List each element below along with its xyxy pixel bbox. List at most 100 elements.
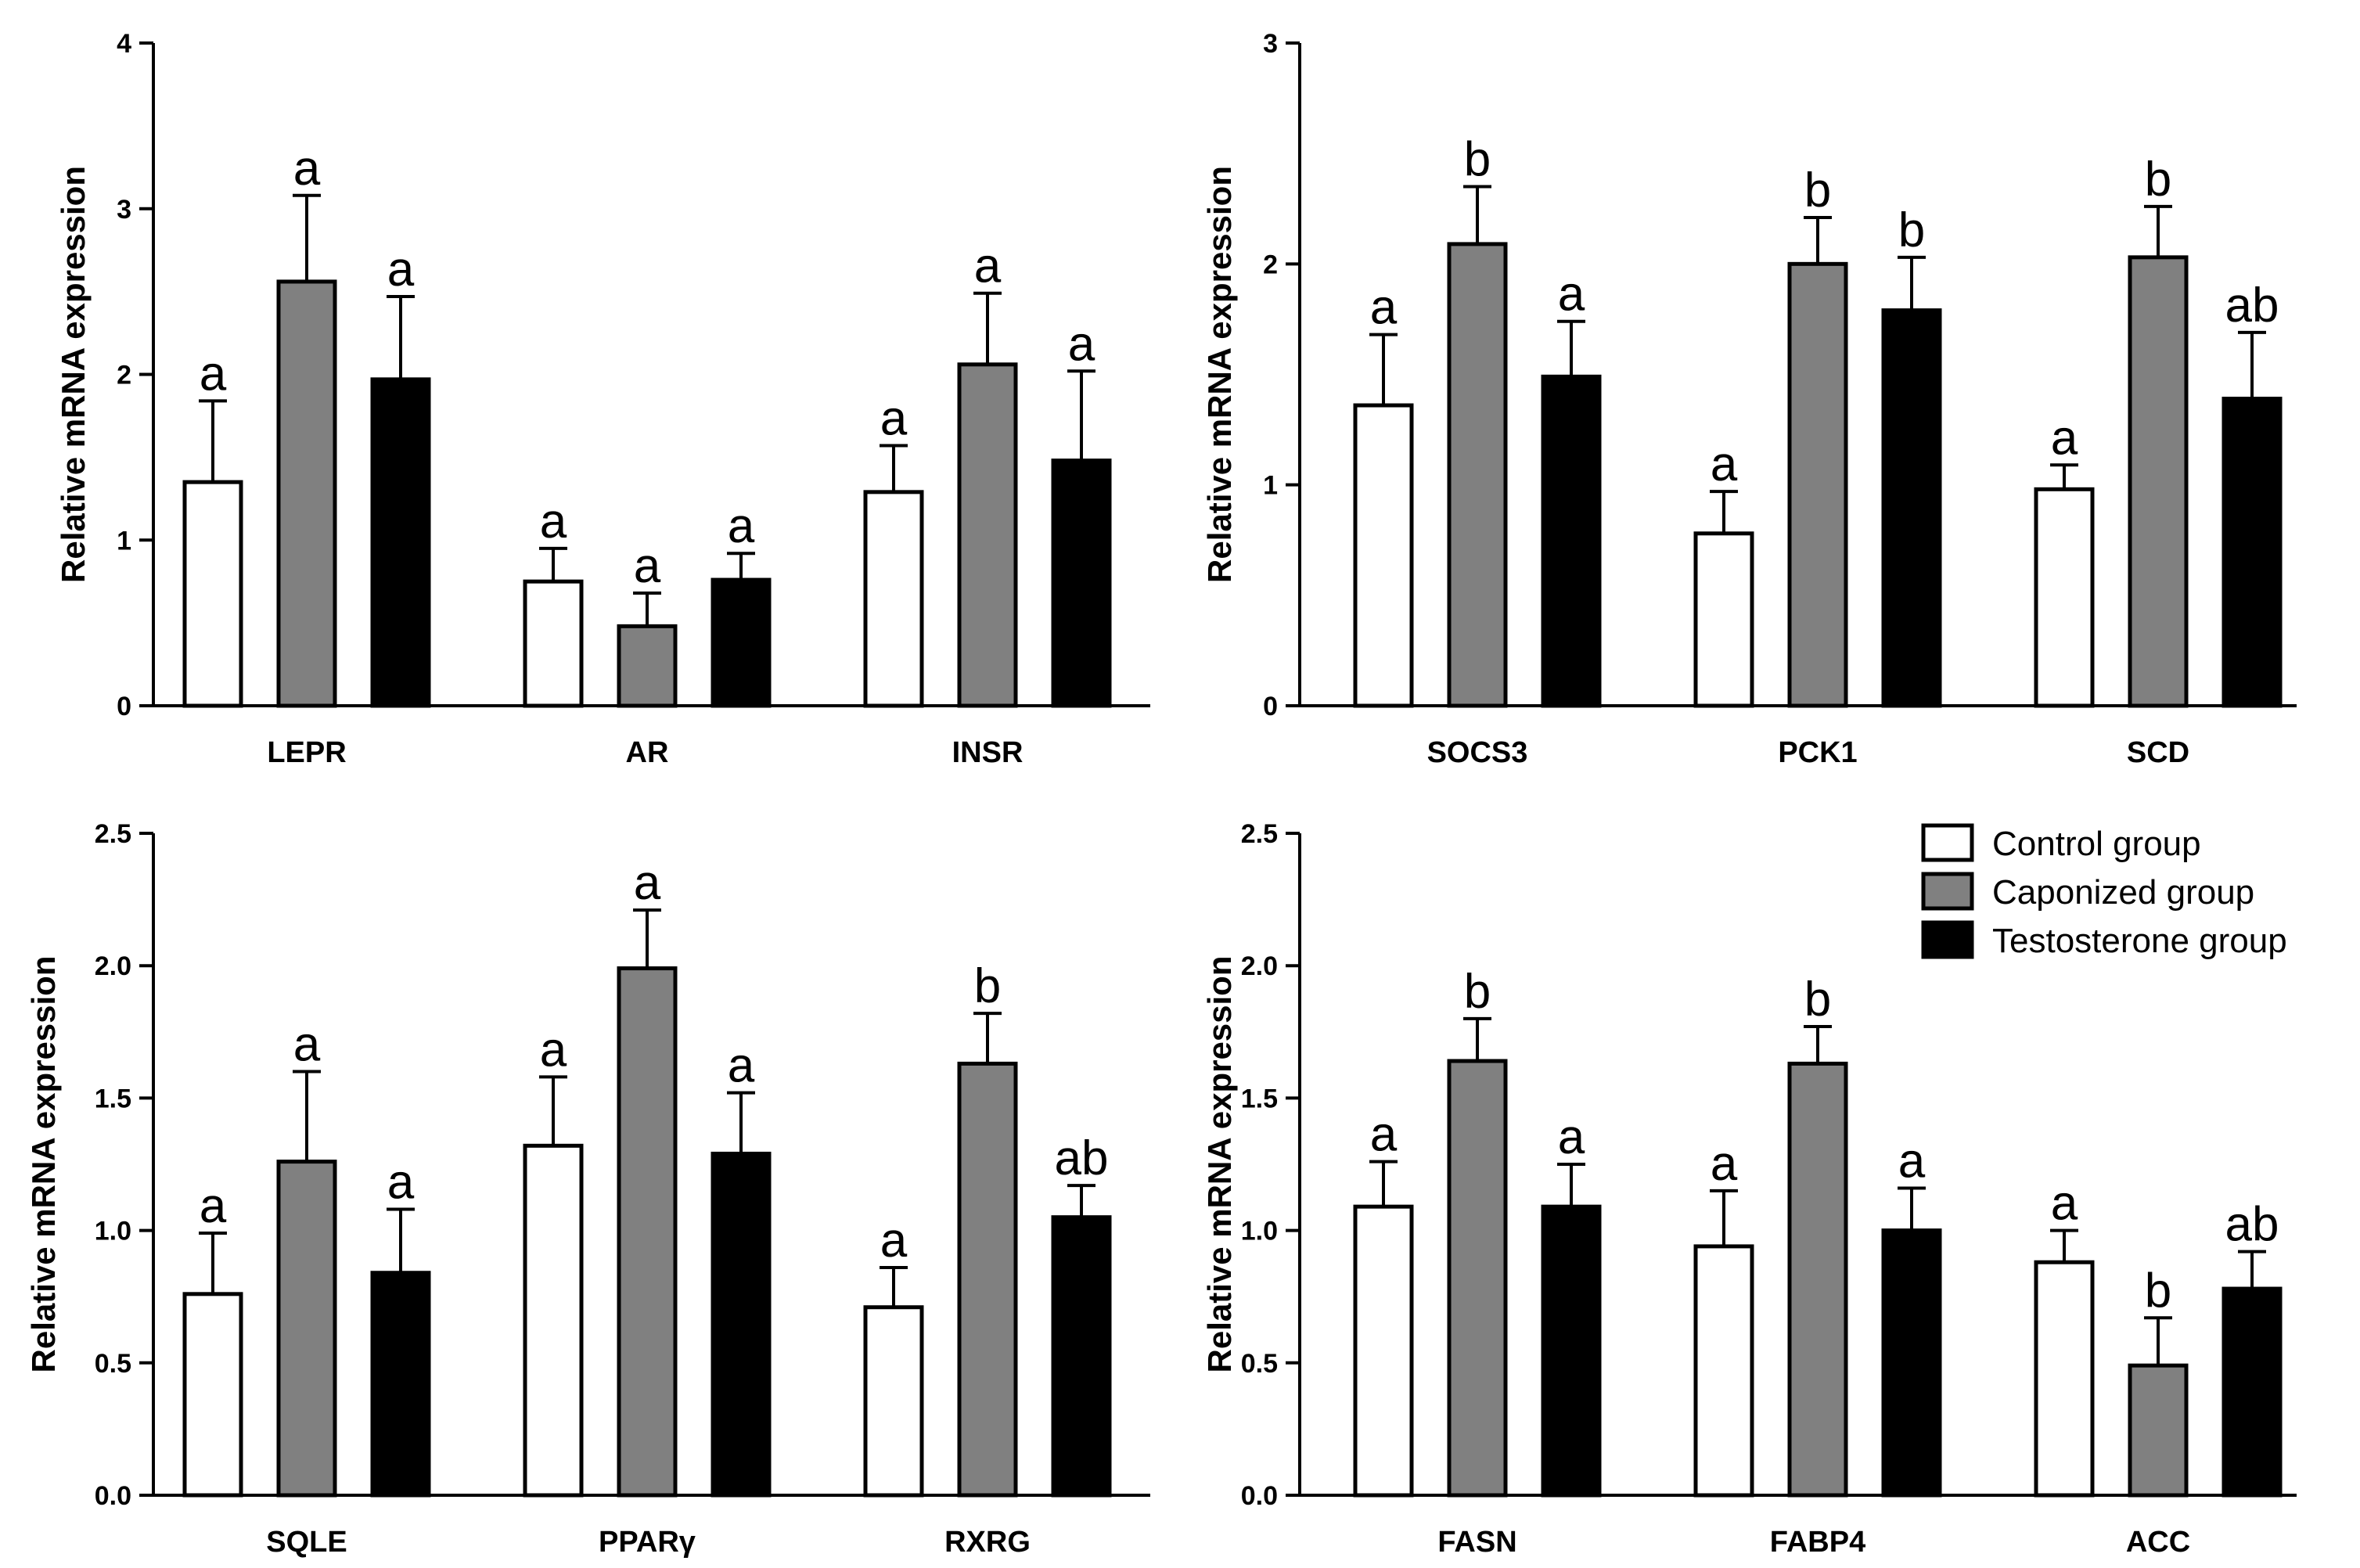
x-category-label: ACC: [2126, 1526, 2190, 1559]
x-category-label: FABP4: [1770, 1526, 1865, 1559]
y-tick-label: 0.0: [95, 1481, 131, 1511]
bar-control-scd: [2034, 487, 2095, 708]
bar-control-fasn: [1353, 1204, 1414, 1498]
x-category-label: PPARγ: [599, 1526, 696, 1559]
significance-letter: a: [634, 539, 661, 593]
bar-caponized-fasn: [1447, 1059, 1508, 1498]
bar-control-pparγ: [523, 1143, 584, 1498]
significance-letter: a: [1370, 1108, 1398, 1162]
significance-letter: a: [293, 142, 321, 196]
x-category-label: AR: [626, 736, 669, 769]
y-tick-label: 0.5: [95, 1349, 131, 1379]
y-tick-label: 3: [1263, 29, 1278, 59]
chart-panel-4: 0.0 0.5 1.0 1.5 2.0 2.5 Relative mRNA expressi…: [1201, 819, 2297, 1559]
y-tick-label: 1: [117, 526, 131, 556]
bar-control-lepr: [182, 480, 243, 708]
significance-letter: a: [200, 347, 227, 401]
y-tick-label: 4: [117, 29, 131, 59]
bar-testosterone-rxrg: [1051, 1215, 1112, 1498]
bar-testosterone-ar: [711, 577, 772, 708]
x-category-label: SCD: [2127, 736, 2189, 769]
significance-letter: a: [387, 243, 415, 297]
legend-label-caponized: Caponized group: [1992, 873, 2254, 912]
significance-letter: a: [1898, 1134, 1926, 1188]
bar-caponized-acc: [2128, 1363, 2189, 1498]
significance-letter: a: [2051, 411, 2078, 465]
significance-letter: a: [974, 239, 1002, 293]
bar-caponized-ar: [617, 624, 678, 708]
significance-letter: a: [200, 1179, 227, 1233]
significance-letter: b: [1464, 965, 1491, 1019]
significance-letter: b: [2145, 1264, 2171, 1318]
y-tick-label: 0: [117, 692, 131, 721]
bar-testosterone-lepr: [370, 377, 431, 708]
bar-caponized-scd: [2128, 255, 2189, 708]
significance-letter: a: [880, 1214, 908, 1268]
significance-letter: b: [1464, 133, 1491, 187]
bar-testosterone-pparγ: [711, 1151, 772, 1498]
y-tick-label: 2.5: [95, 819, 131, 849]
significance-letter: a: [540, 1023, 567, 1077]
significance-letter: b: [1804, 973, 1831, 1027]
y-tick-label: 1.5: [95, 1084, 131, 1113]
y-axis-label: Relative mRNA expression: [55, 166, 92, 583]
bar-control-pck1: [1693, 531, 1754, 708]
y-tick-label: 3: [117, 195, 131, 225]
bar-control-rxrg: [863, 1305, 924, 1498]
bar-testosterone-sqle: [370, 1271, 431, 1498]
bar-caponized-pck1: [1787, 261, 1848, 708]
bar-testosterone-socs3: [1541, 374, 1602, 708]
x-category-label: PCK1: [1778, 736, 1857, 769]
bar-testosterone-insr: [1051, 459, 1112, 708]
bar-caponized-sqle: [276, 1160, 337, 1498]
bar-control-socs3: [1353, 403, 1414, 708]
x-category-label: SOCS3: [1427, 736, 1528, 769]
legend-swatch-testosterone: [1921, 920, 1974, 959]
legend-label-testosterone: Testosterone group: [1992, 922, 2287, 960]
significance-letter: a: [1068, 317, 1095, 371]
y-tick-label: 2.0: [1241, 951, 1278, 981]
x-category-label: SQLE: [266, 1526, 347, 1559]
bar-caponized-pparγ: [617, 966, 678, 1498]
x-category-label: LEPR: [267, 736, 346, 769]
x-category-label: RXRG: [944, 1526, 1031, 1559]
y-tick-label: 1.5: [1241, 1084, 1278, 1113]
bar-caponized-socs3: [1447, 242, 1508, 708]
significance-letter: a: [293, 1018, 321, 1072]
significance-letter: b: [2145, 153, 2171, 207]
x-category-label: INSR: [952, 736, 1024, 769]
significance-letter: a: [880, 392, 908, 446]
significance-letter: a: [540, 494, 567, 548]
significance-letter: a: [1370, 281, 1398, 335]
significance-letter: ab: [2225, 1198, 2279, 1252]
legend-swatch-control: [1921, 823, 1974, 862]
bar-control-insr: [863, 490, 924, 708]
legend-swatch-caponized: [1921, 872, 1974, 911]
y-axis-label: Relative mRNA expression: [1201, 166, 1238, 583]
significance-letter: b: [1898, 203, 1925, 257]
bar-caponized-rxrg: [957, 1061, 1018, 1498]
bar-testosterone-fasn: [1541, 1204, 1602, 1498]
y-tick-label: 0.0: [1241, 1481, 1278, 1511]
y-tick-label: 1: [1263, 471, 1278, 501]
y-tick-label: 0.5: [1241, 1349, 1278, 1379]
chart-panel-3: 0.0 0.5 1.0 1.5 2.0 2.5 Relative mRNA expressi…: [25, 819, 1150, 1559]
significance-letter: a: [1711, 437, 1738, 491]
bar-control-fabp4: [1693, 1244, 1754, 1498]
significance-letter: a: [1558, 1110, 1585, 1164]
significance-letter: a: [728, 499, 755, 553]
significance-letter: b: [974, 959, 1001, 1013]
significance-letter: b: [1804, 164, 1831, 218]
significance-letter: a: [728, 1039, 755, 1093]
bar-control-sqle: [182, 1292, 243, 1498]
y-axis-label: Relative mRNA expression: [1201, 956, 1238, 1373]
y-axis-label: Relative mRNA expression: [25, 956, 62, 1373]
bar-caponized-fabp4: [1787, 1061, 1848, 1498]
y-tick-label: 2: [117, 361, 131, 390]
y-tick-label: 2.0: [95, 951, 131, 981]
bar-testosterone-acc: [2221, 1286, 2283, 1498]
significance-letter: ab: [1055, 1131, 1109, 1185]
bar-control-ar: [523, 579, 584, 708]
significance-letter: ab: [2225, 279, 2279, 333]
